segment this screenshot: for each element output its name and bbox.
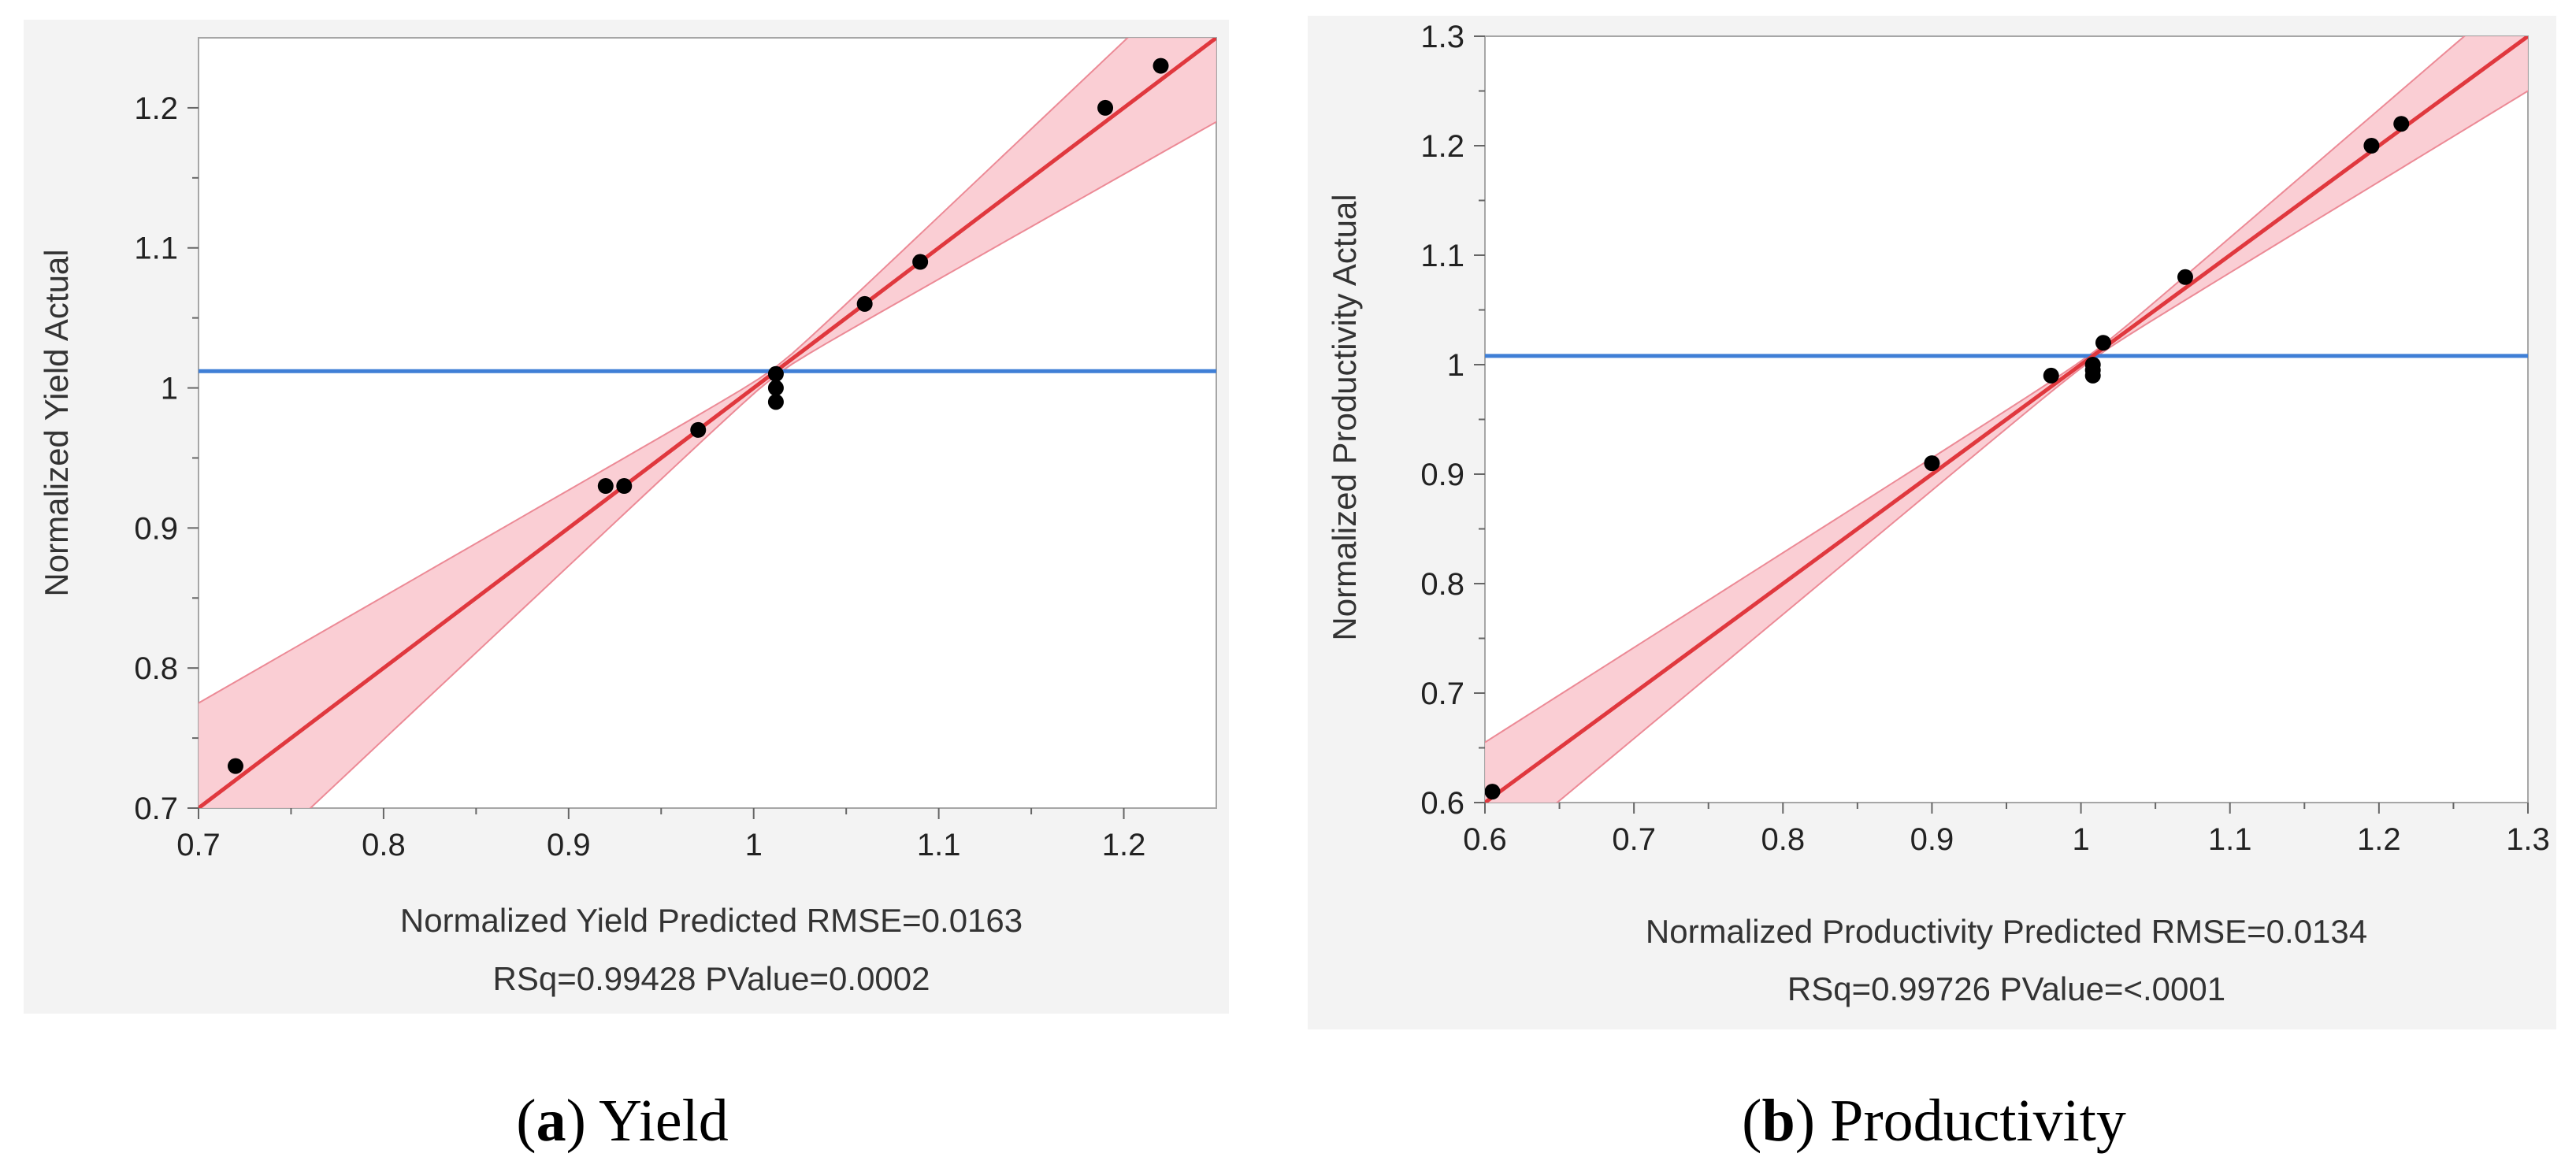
y-tick-label: 1.1	[134, 232, 178, 266]
data-point	[690, 421, 707, 438]
confidence-upper-edge	[199, 38, 1129, 704]
y-tick-label: 1	[1447, 348, 1464, 383]
x-tick-label: 0.6	[1463, 822, 1507, 857]
caption-paren-open: (	[516, 1088, 536, 1154]
data-point	[597, 478, 614, 495]
data-point	[1924, 455, 1940, 472]
caption-letter: a	[536, 1088, 566, 1154]
y-tick-label: 0.9	[134, 511, 178, 546]
x-tick-label: 1.1	[917, 828, 961, 862]
caption-title: Productivity	[1830, 1088, 2126, 1154]
y-tick-label: 0.7	[134, 792, 178, 826]
plot-clip	[199, 38, 1216, 808]
y-tick-label: 0.9	[1420, 458, 1464, 492]
panel-yield: Normalized Yield Actual Normalized Yield…	[24, 20, 1229, 1014]
y-tick-label: 0.6	[1420, 786, 1464, 821]
y-tick-label: 0.8	[1420, 567, 1464, 602]
data-point	[1485, 784, 1501, 800]
y-tick-label: 0.7	[1420, 677, 1464, 711]
x-axis-title: Normalized Productivity Predicted RMSE=0…	[1646, 913, 2367, 950]
data-point	[767, 394, 784, 410]
y-tick-label: 1.2	[1420, 129, 1464, 164]
confidence-upper-edge	[1485, 36, 2466, 744]
x-tick-label: 0.7	[176, 828, 221, 862]
data-point	[767, 380, 784, 396]
x-tick-label: 0.7	[1612, 822, 1656, 857]
y-axis-title: Normalized Productivity Actual	[1326, 194, 1363, 640]
confidence-lower-edge	[1556, 90, 2528, 803]
data-point	[2393, 116, 2410, 132]
data-point	[912, 254, 929, 270]
data-point	[2177, 269, 2193, 285]
x-tick-label: 1.2	[1102, 828, 1146, 862]
caption-paren-open: (	[1742, 1088, 1761, 1154]
x-tick-label: 1.3	[2506, 822, 2550, 857]
x-tick-label: 0.9	[547, 828, 591, 862]
x-tick-label: 0.8	[362, 828, 406, 862]
caption-letter: b	[1761, 1088, 1795, 1154]
plot-content	[1485, 36, 2528, 803]
panel-productivity: Normalized Productivity Actual Normalize…	[1308, 16, 2556, 1029]
y-tick-label: 1.1	[1420, 239, 1464, 273]
data-point	[767, 365, 784, 382]
y-tick-label: 1	[161, 372, 178, 406]
x-tick-label: 0.9	[1910, 822, 1954, 857]
plot-content	[199, 38, 1216, 808]
data-point	[2095, 335, 2111, 351]
stats-text: RSq=0.99726 PValue=<.0001	[1787, 970, 2225, 1007]
caption-paren-close: )	[566, 1088, 599, 1154]
data-point	[1097, 99, 1114, 116]
y-tick-label: 1.2	[134, 91, 178, 126]
x-axis-title: Normalized Yield Predicted RMSE=0.0163	[400, 902, 1023, 939]
x-tick-label: 1	[745, 828, 763, 862]
x-tick-label: 0.8	[1761, 822, 1805, 857]
x-tick-label: 1.1	[2208, 822, 2252, 857]
data-point	[1153, 57, 1169, 74]
data-point	[616, 478, 633, 495]
confidence-lower-edge	[309, 121, 1216, 808]
y-tick-label: 1.3	[1420, 20, 1464, 54]
y-axis-title: Normalized Yield Actual	[38, 249, 75, 596]
caption-b: (b) Productivity	[1742, 1088, 2126, 1154]
stats-text: RSq=0.99428 PValue=0.0002	[492, 960, 930, 997]
y-tick-label: 0.8	[134, 651, 178, 686]
plot-clip	[1485, 36, 2528, 803]
data-point	[2363, 138, 2380, 154]
fit-line	[199, 38, 1216, 808]
fit-line	[1485, 36, 2528, 803]
data-point	[2084, 357, 2101, 373]
x-tick-label: 1	[2072, 822, 2089, 857]
x-tick-label: 1.2	[2357, 822, 2401, 857]
caption-paren-close: )	[1795, 1088, 1830, 1154]
caption-a: (a) Yield	[516, 1088, 728, 1154]
data-point	[2043, 367, 2059, 384]
data-point	[856, 295, 873, 312]
data-point	[227, 758, 243, 774]
caption-title: Yield	[599, 1088, 729, 1154]
